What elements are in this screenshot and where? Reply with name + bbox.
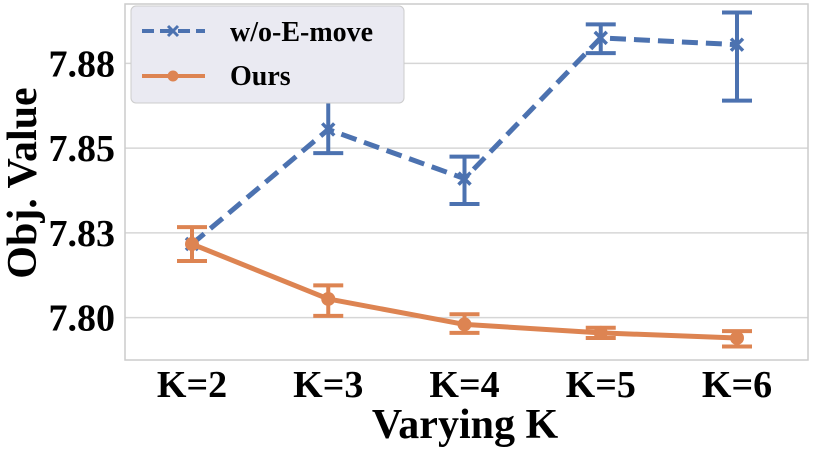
data-point-ours (321, 291, 336, 306)
legend-item-ours: Ours (142, 61, 291, 92)
y-tick-label: 7.85 (49, 128, 116, 170)
data-point-ours (457, 317, 472, 332)
legend-label-w-o-e-move: w/o-E-move (230, 17, 373, 48)
y-tick-label: 7.83 (49, 213, 116, 255)
x-tick-label: K=6 (702, 364, 772, 406)
legend-marker-x-icon (166, 24, 180, 38)
legend-item-w-o-e-move: w/o-E-move (142, 17, 373, 48)
series-w-o-e-move (184, 10, 752, 252)
x-tick-label: K=4 (429, 364, 499, 406)
plot-frame (124, 3, 809, 361)
series-layer (177, 10, 752, 349)
x-tick-label: K=3 (293, 364, 363, 406)
data-point-w-o-e-move (457, 171, 472, 186)
legend: w/o-E-move Ours (130, 5, 405, 104)
legend-label-ours: Ours (230, 61, 291, 92)
data-point-ours (185, 237, 199, 252)
data-point-w-o-e-move (593, 30, 608, 46)
y-axis-label: Obj. Value (0, 87, 46, 278)
data-point-w-o-e-move (321, 122, 336, 137)
x-axis-label: Varying K (372, 402, 559, 448)
series-ours (177, 225, 752, 349)
x-tick-label: K=2 (157, 364, 227, 406)
legend-marker-circle-icon (167, 70, 179, 82)
data-point-w-o-e-move (729, 37, 745, 52)
data-point-ours (593, 325, 608, 340)
x-tick-labels: K=2 K=3 K=4 K=5 K=6 (157, 364, 772, 406)
y-tick-labels: 7.80 7.83 7.85 7.88 (49, 43, 116, 339)
y-tick-label: 7.88 (49, 43, 116, 85)
data-point-ours (730, 330, 744, 345)
x-tick-label: K=5 (566, 364, 636, 406)
y-tick-label: 7.80 (49, 298, 116, 340)
